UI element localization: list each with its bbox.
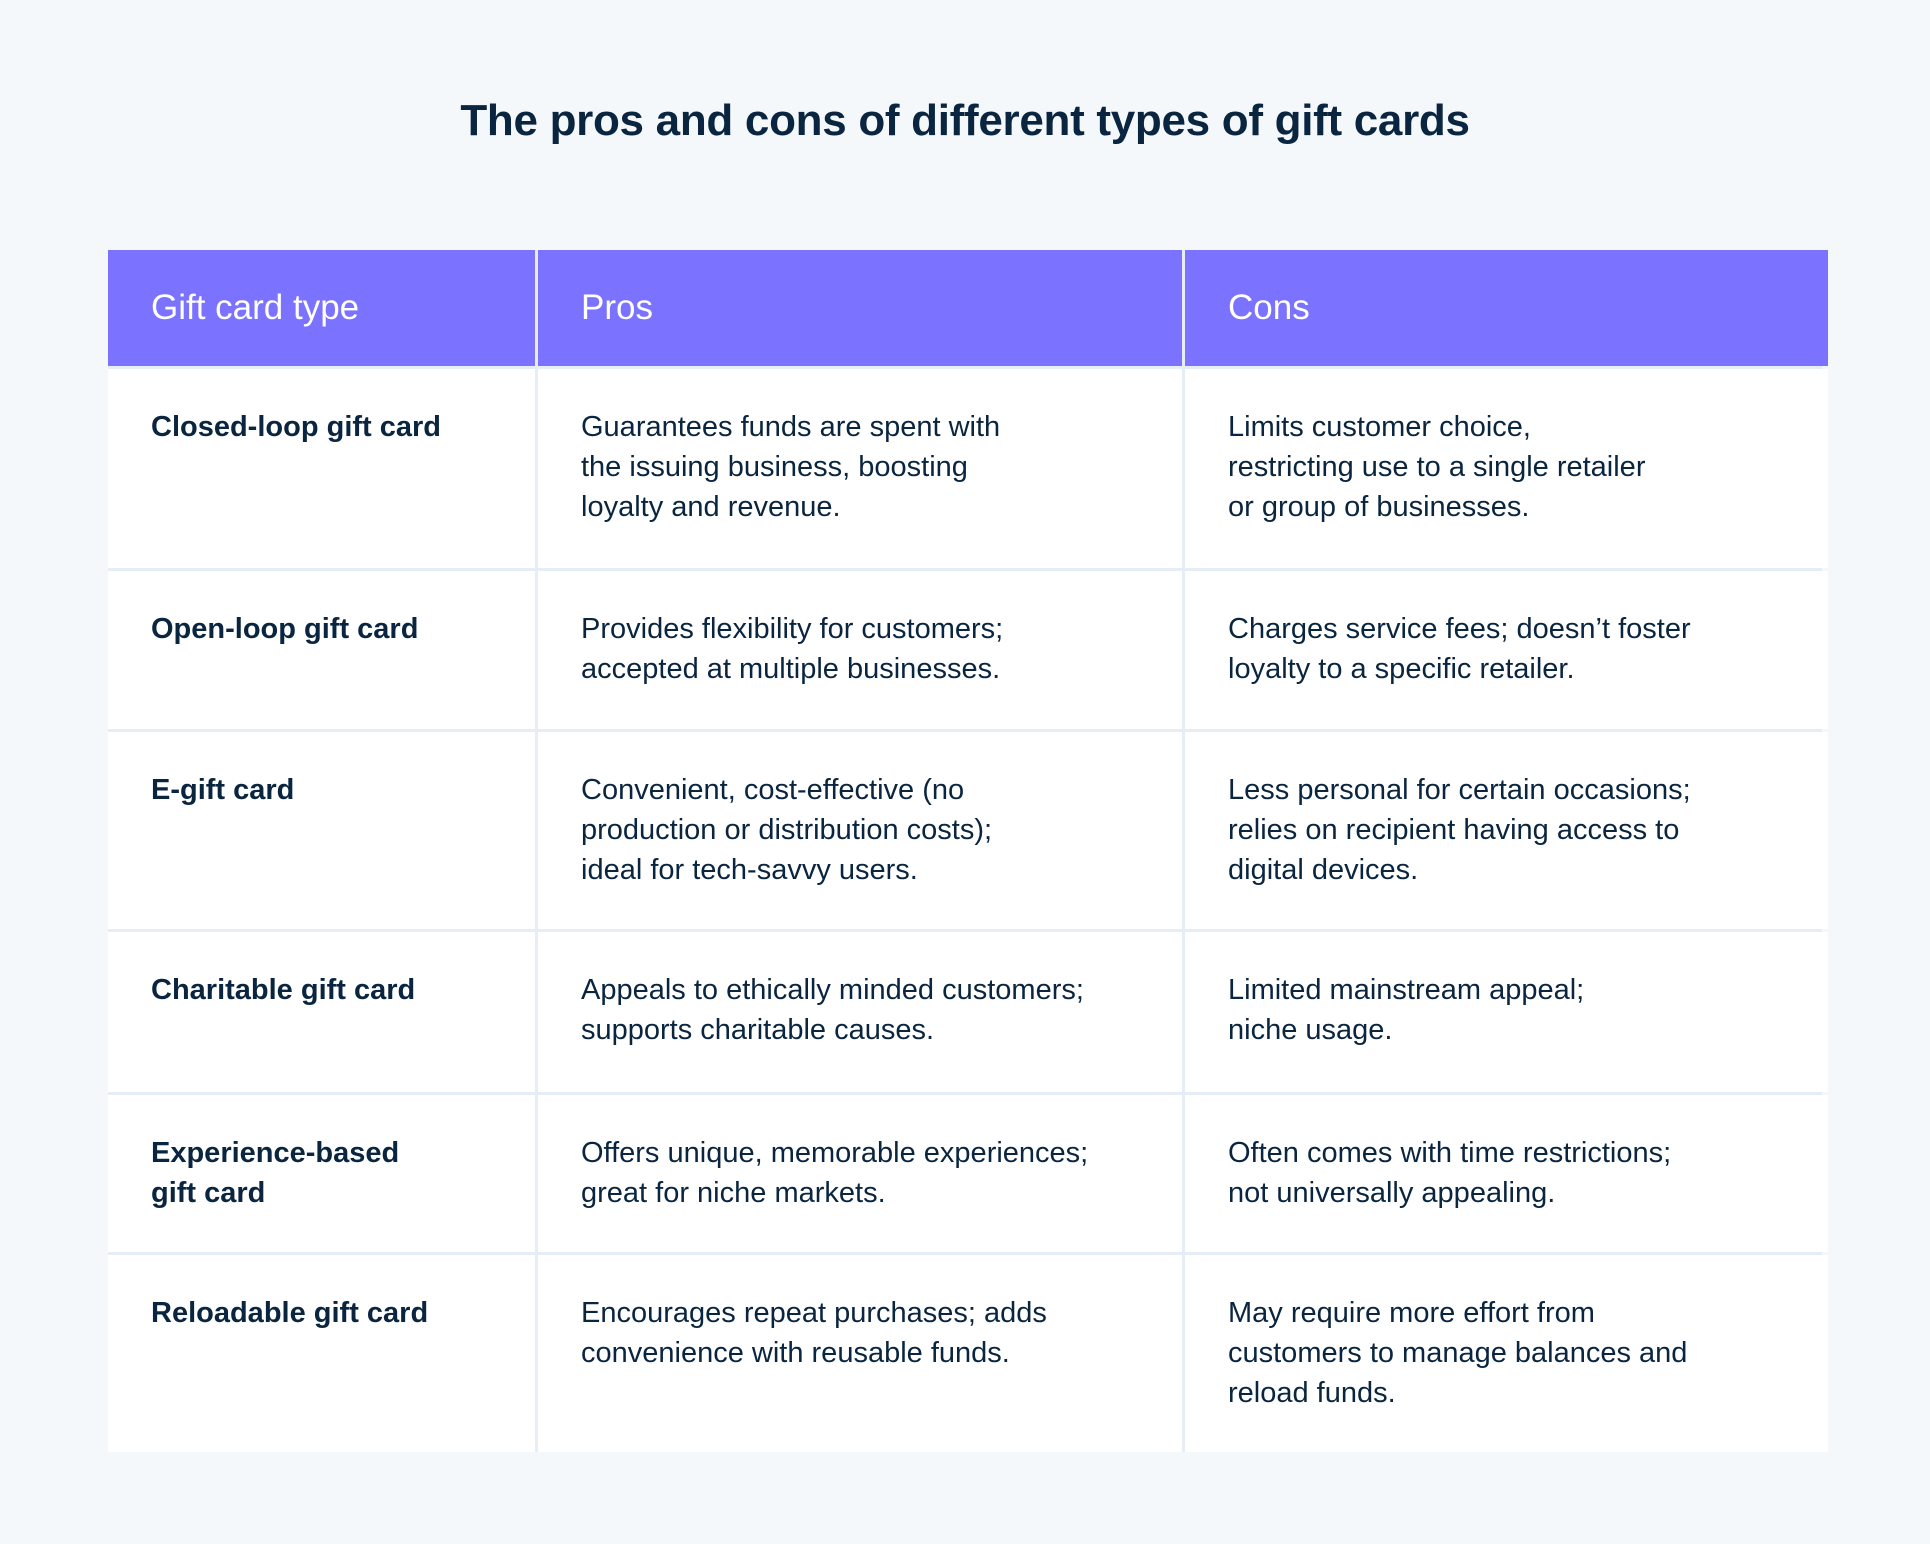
type-cell: E-gift card xyxy=(108,732,535,929)
cons-cell: Limited mainstream appeal; niche usage. xyxy=(1185,932,1828,1092)
pros-cell: Convenient, cost-effective (no productio… xyxy=(538,732,1182,929)
type-cell: Closed-loop gift card xyxy=(108,369,535,568)
pros-cell: Appeals to ethically minded customers; s… xyxy=(538,932,1182,1092)
pros-cell: Guarantees funds are spent with the issu… xyxy=(538,369,1182,568)
header-pros: Pros xyxy=(538,250,1182,366)
page-title: The pros and cons of different types of … xyxy=(460,96,1470,145)
cons-cell: May require more effort from customers t… xyxy=(1185,1255,1828,1452)
cons-cell: Charges service fees; doesn’t foster loy… xyxy=(1185,571,1828,729)
type-cell: Charitable gift card xyxy=(108,932,535,1092)
pros-cell: Provides flexibility for customers; acce… xyxy=(538,571,1182,729)
cons-cell: Often comes with time restrictions; not … xyxy=(1185,1095,1828,1252)
header-cons: Cons xyxy=(1185,250,1828,366)
type-cell: Experience-based gift card xyxy=(108,1095,535,1252)
comparison-table: Gift card type Pros Cons Closed-loop gif… xyxy=(108,250,1828,1452)
type-cell: Open-loop gift card xyxy=(108,571,535,729)
cons-cell: Limits customer choice, restricting use … xyxy=(1185,369,1828,568)
pros-cell: Encourages repeat purchases; adds conven… xyxy=(538,1255,1182,1452)
cons-cell: Less personal for certain occasions; rel… xyxy=(1185,732,1828,929)
header-gift-card-type: Gift card type xyxy=(108,250,535,366)
pros-cell: Offers unique, memorable experiences; gr… xyxy=(538,1095,1182,1252)
type-cell: Reloadable gift card xyxy=(108,1255,535,1452)
